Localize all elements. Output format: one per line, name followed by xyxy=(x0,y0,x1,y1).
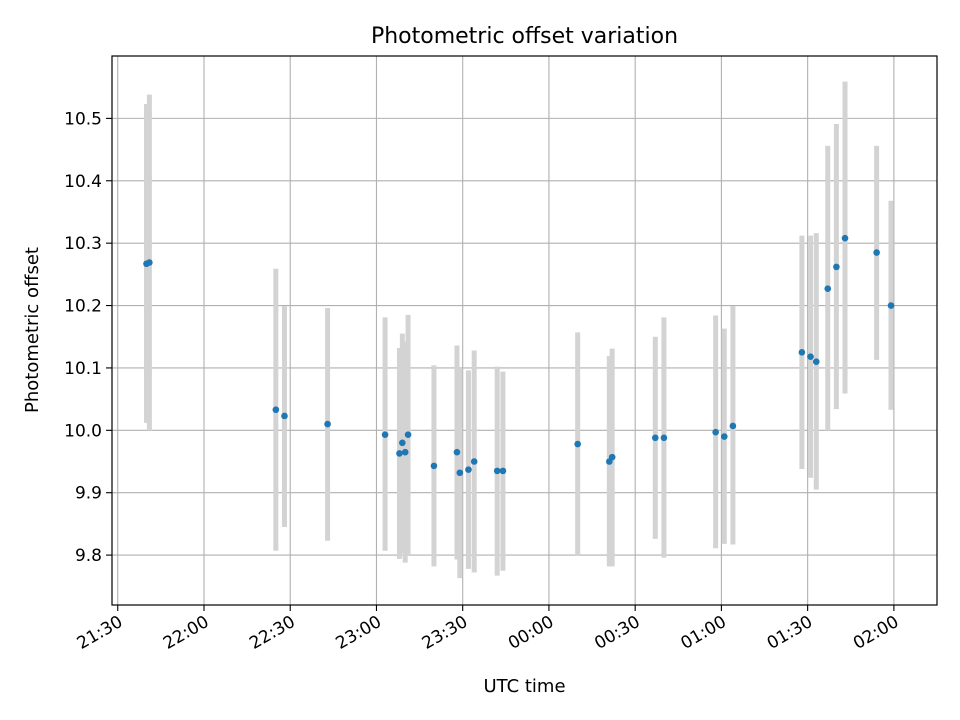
y-tick-label: 10.5 xyxy=(64,109,102,129)
data-point xyxy=(272,406,280,414)
data-point xyxy=(887,302,895,309)
x-axis-label: UTC time xyxy=(483,676,565,697)
data-point xyxy=(729,422,737,430)
data-point xyxy=(720,433,728,440)
plot-frame xyxy=(111,55,938,606)
y-tick-label: 10.1 xyxy=(64,359,102,379)
data-point xyxy=(493,467,501,475)
y-tick-label: 10.2 xyxy=(64,297,102,317)
data-point xyxy=(430,462,438,470)
data-point xyxy=(381,431,389,438)
data-point xyxy=(399,439,406,447)
y-tick-label: 10.4 xyxy=(64,172,102,192)
data-point xyxy=(396,450,403,457)
data-point xyxy=(608,453,616,461)
data-point xyxy=(281,412,288,420)
data-point xyxy=(798,349,806,356)
data-point xyxy=(465,466,472,473)
data-point xyxy=(841,234,849,242)
data-point xyxy=(712,428,719,436)
data-points xyxy=(143,234,895,477)
data-point xyxy=(401,448,409,456)
data-point xyxy=(833,263,840,271)
data-point xyxy=(453,448,461,456)
data-point xyxy=(324,420,331,428)
data-point xyxy=(146,259,153,266)
data-point xyxy=(824,285,832,293)
data-point xyxy=(873,249,880,256)
y-tick-label: 9.8 xyxy=(75,546,102,566)
data-point xyxy=(456,469,464,477)
data-point xyxy=(812,358,820,365)
y-axis-ticks: 9.8 9.9 10.0 10.1 10.2 10.3 10.4 10.5 xyxy=(64,109,112,566)
data-point xyxy=(660,434,668,442)
data-point xyxy=(574,440,581,448)
grid xyxy=(112,56,937,605)
y-tick-label: 9.9 xyxy=(75,484,102,504)
y-tick-label: 10.0 xyxy=(64,421,102,441)
data-point xyxy=(807,353,814,361)
data-point xyxy=(470,458,478,465)
chart-title: Photometric offset variation xyxy=(371,24,678,49)
y-axis-label: Photometric offset xyxy=(22,247,43,413)
data-point xyxy=(404,431,412,438)
data-point xyxy=(651,434,659,442)
y-tick-label: 10.3 xyxy=(64,234,102,254)
data-point xyxy=(499,467,507,475)
